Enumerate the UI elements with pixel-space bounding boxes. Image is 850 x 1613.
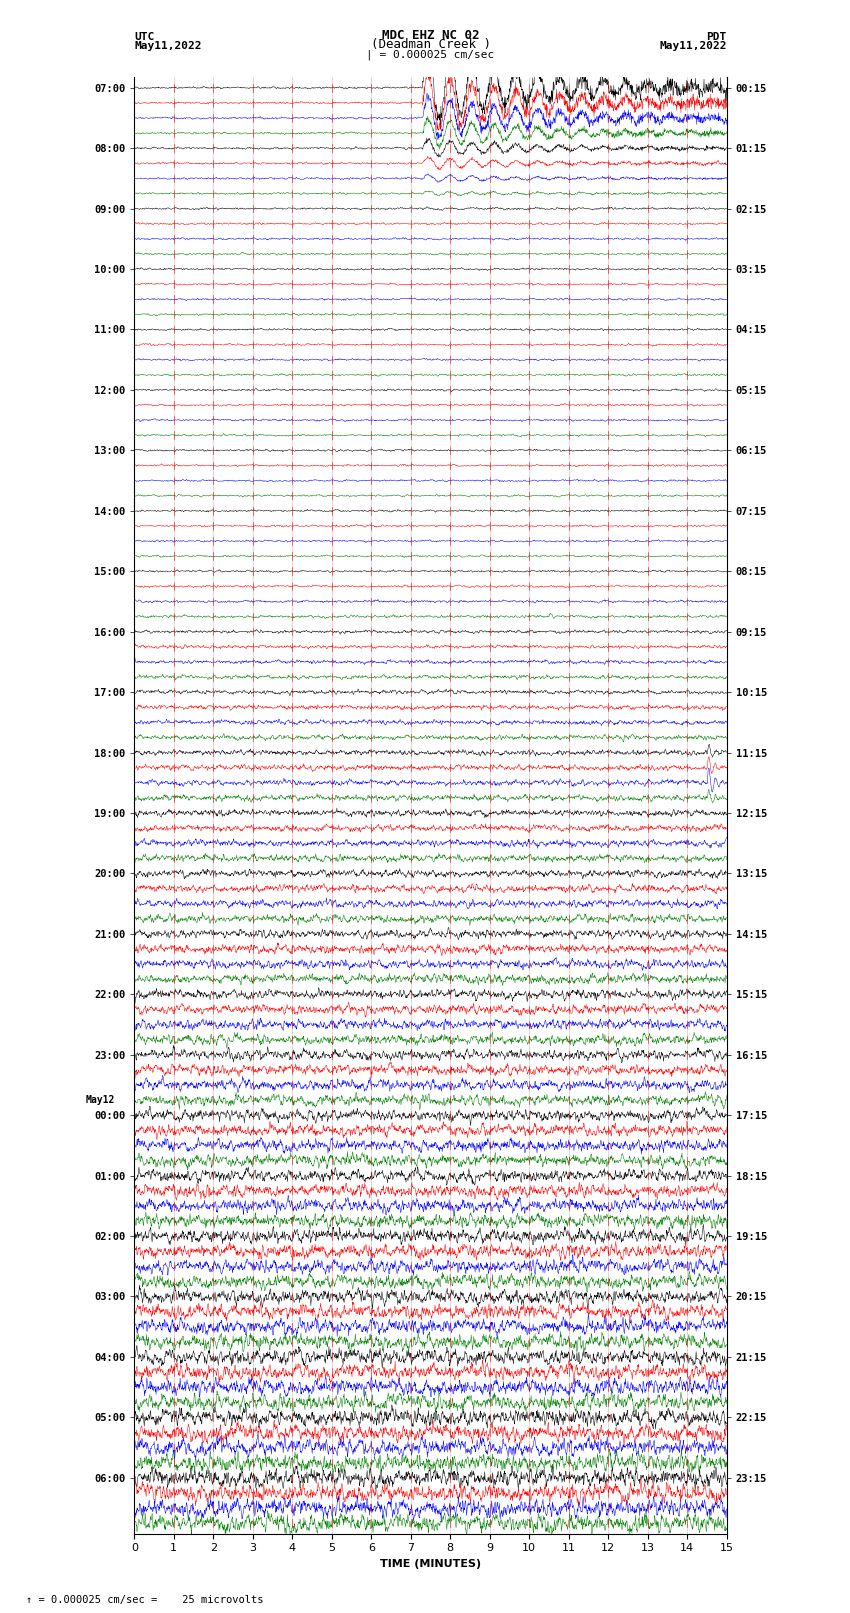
Text: May11,2022: May11,2022 (660, 40, 727, 52)
Text: May12: May12 (85, 1095, 115, 1105)
Text: MDC EHZ NC 02: MDC EHZ NC 02 (382, 29, 479, 42)
Text: UTC: UTC (134, 32, 155, 42)
Text: May11,2022: May11,2022 (134, 40, 201, 52)
Text: | = 0.000025 cm/sec: | = 0.000025 cm/sec (366, 48, 495, 60)
Text: (Deadman Creek ): (Deadman Creek ) (371, 39, 490, 52)
X-axis label: TIME (MINUTES): TIME (MINUTES) (380, 1560, 481, 1569)
Text: ↑ = 0.000025 cm/sec =    25 microvolts: ↑ = 0.000025 cm/sec = 25 microvolts (26, 1595, 263, 1605)
Text: PDT: PDT (706, 32, 727, 42)
